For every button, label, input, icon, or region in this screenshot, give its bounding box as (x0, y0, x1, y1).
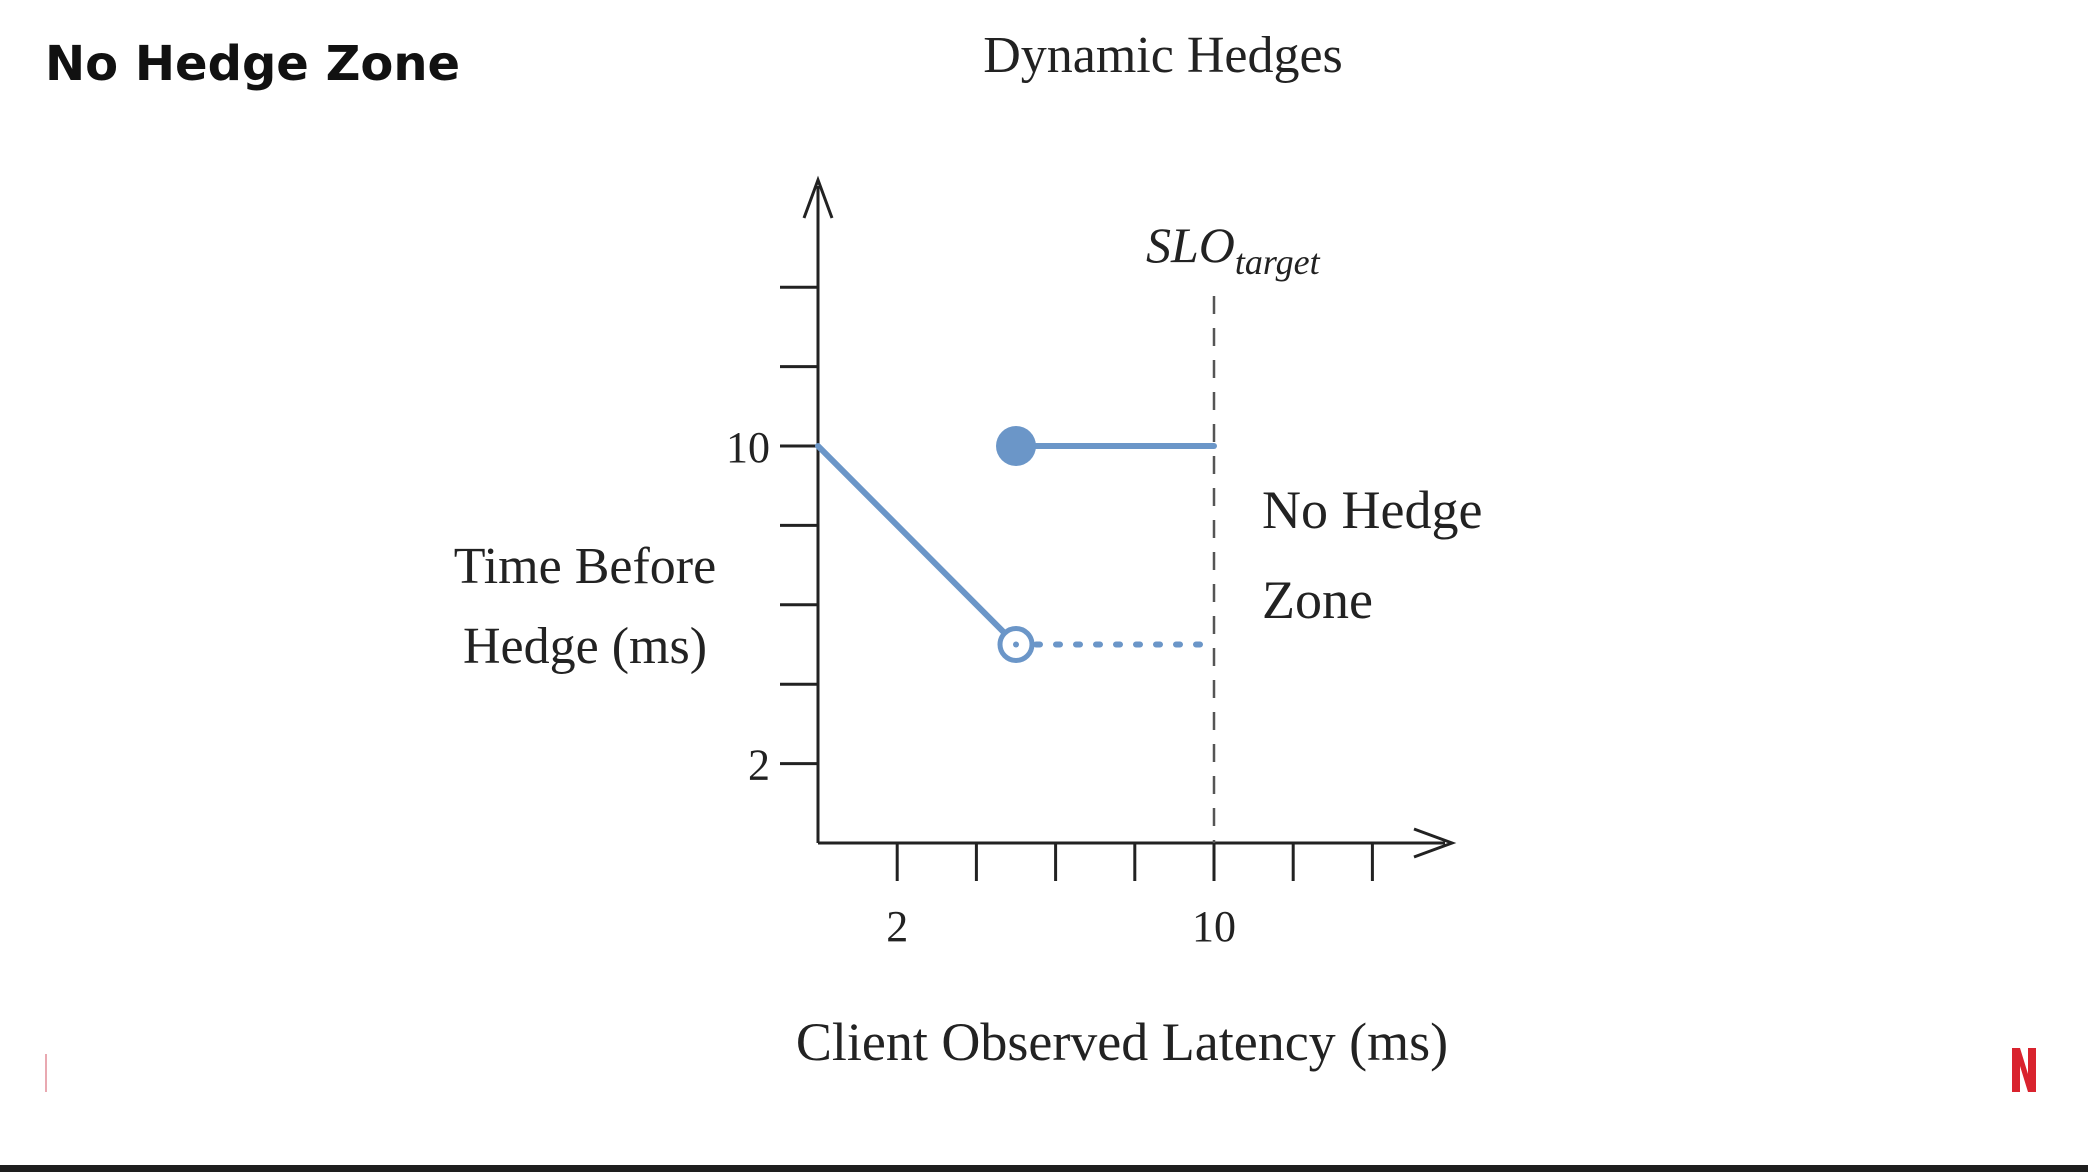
slo-target-label: SLOtarget (1146, 217, 1321, 282)
y-tick-label: 2 (748, 741, 770, 790)
open-endpoint-dot (1013, 641, 1019, 648)
chart-title: Dynamic Hedges (983, 27, 1343, 84)
y-axis-label-line2: Hedge (ms) (463, 618, 707, 675)
filled-endpoint-marker (996, 426, 1036, 466)
slide-title: No Hedge Zone (45, 36, 461, 92)
y-ticks: 2 10 (726, 285, 818, 790)
slo-label-sub: target (1235, 242, 1321, 282)
x-ticks: 2 10 (886, 843, 1374, 951)
no-hedge-zone-annotation-line1: No Hedge (1262, 480, 1482, 540)
slo-label-main: SLO (1146, 217, 1235, 273)
series-line-1 (815, 443, 1019, 648)
y-axis-arrow (802, 175, 834, 219)
y-axis-label-line1: Time Before (454, 538, 716, 595)
slide-marker (45, 1054, 47, 1092)
bottom-edge-bar (0, 1165, 2088, 1172)
x-axis-arrow (1413, 827, 1457, 859)
x-tick-label: 2 (886, 902, 908, 951)
series-lines (815, 443, 1217, 648)
x-tick-label: 10 (1192, 902, 1236, 951)
x-axis-label: Client Observed Latency (ms) (796, 1012, 1448, 1072)
y-tick-label: 10 (726, 423, 770, 472)
netflix-n-icon (2012, 1048, 2036, 1092)
no-hedge-zone-annotation-line2: Zone (1262, 570, 1373, 630)
series-points (996, 426, 1036, 663)
